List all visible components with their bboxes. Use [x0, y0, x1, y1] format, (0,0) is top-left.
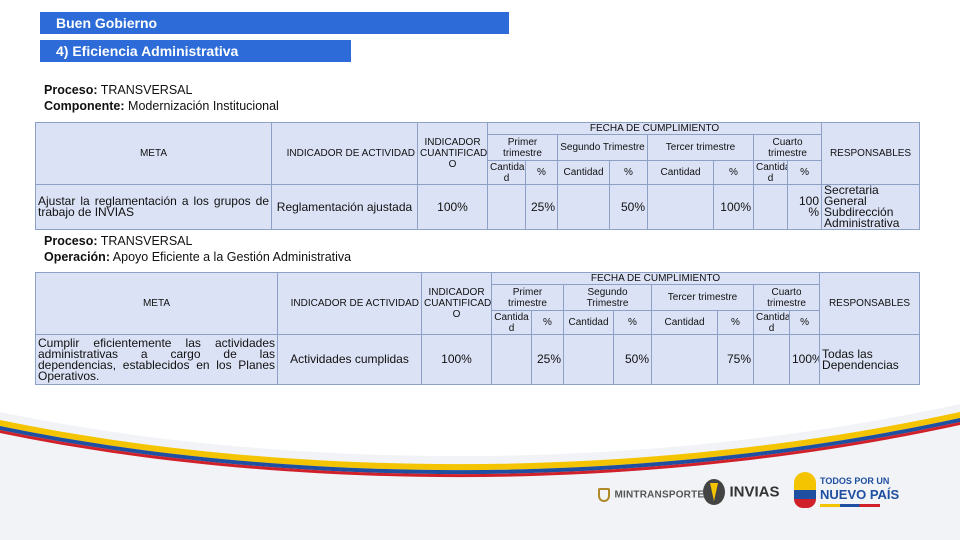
flag-swoosh [0, 404, 960, 540]
q3-cantidad-header: Cantidad [647, 160, 714, 185]
fecha-header: FECHA DE CUMPLIMIENTO [490, 272, 821, 285]
proceso-label: Proceso: [44, 83, 98, 97]
section2-proceso: Proceso: TRANSVERSAL [44, 233, 192, 249]
mintransporte-logo: MINTRANSPORTE [598, 486, 704, 504]
logo-underline [820, 504, 880, 507]
q1-pct-header: % [525, 160, 558, 185]
q2-pct-header: % [609, 160, 648, 185]
logo-line2: NUEVO PAÍS [820, 487, 900, 502]
segundo-trimestre-header: Segundo Trimestre [557, 134, 648, 161]
q3-pct-header: % [713, 160, 754, 185]
q3-pct-header: % [717, 310, 754, 335]
responsables-header: RESPONSABLES [819, 272, 921, 335]
table-row: Ajustar la reglamentación a los grupos d… [35, 184, 921, 230]
q4-pct-header: % [788, 310, 821, 335]
row-q2-pct: 50% [613, 334, 652, 385]
indicador-actividad-header: INDICADOR DE ACTIVIDAD [277, 272, 422, 335]
eficiencia-table-2: META INDICADOR DE ACTIVIDAD INDICADOR CU… [35, 272, 921, 385]
row-meta: Ajustar la reglamentación a los grupos d… [35, 184, 272, 230]
row-responsables: Secretaria General Subdirección Administ… [821, 184, 921, 230]
indicador-cuantificado-header: INDICADOR CUANTIFICAD O [421, 272, 492, 335]
row-cuantificado: 100% [421, 334, 492, 385]
proceso-value: TRANSVERSAL [100, 234, 193, 248]
row-indicador: Actividades cumplidas [277, 334, 422, 385]
proceso-value: TRANSVERSAL [100, 83, 193, 97]
row-q1-pct: 25% [525, 184, 558, 230]
row-q1-pct: 25% [531, 334, 564, 385]
operacion-label: Operación: [44, 250, 110, 264]
meta-header: META [35, 122, 272, 185]
invias-logo-text: INVIAS [729, 483, 780, 501]
shield-icon [598, 487, 610, 502]
header-subtitle-bar: 4) Eficiencia Administrativa [40, 40, 351, 62]
row-responsables: Todas las Dependencias [819, 334, 921, 385]
header-title: Buen Gobierno [56, 15, 158, 31]
section1-componente: Componente: Modernización Institucional [44, 98, 279, 114]
q3-cantidad-header: Cantidad [651, 310, 718, 335]
invias-emblem-icon [703, 479, 725, 505]
logo-line1: TODOS POR UN [820, 476, 890, 486]
row-indicador: Reglamentación ajustada [271, 184, 418, 230]
row-q2-pct: 50% [609, 184, 648, 230]
q4-cantidad-header: Cantida d [753, 310, 790, 335]
primer-trimestre-header: Primer trimestre [491, 284, 564, 311]
componente-value: Modernización Institucional [128, 99, 279, 113]
cuarto-trimestre-header: Cuarto trimestre [752, 284, 821, 311]
todos-por-un-nuevo-pais-logo: TODOS POR UN NUEVO PAÍS [794, 470, 914, 514]
section2-operacion: Operación: Apoyo Eficiente a la Gestión … [44, 249, 351, 265]
operacion-value: Apoyo Eficiente a la Gestión Administrat… [112, 250, 352, 264]
q4-cantidad-header: Cantida d [753, 160, 788, 185]
primer-trimestre-header: Primer trimestre [487, 134, 558, 161]
q1-cantidad-header: Cantida d [491, 310, 532, 335]
q4-pct-header: % [786, 160, 823, 185]
table1-grid: META INDICADOR DE ACTIVIDAD INDICADOR CU… [35, 122, 921, 230]
q2-cantidad-header: Cantidad [563, 310, 614, 335]
proceso-label: Proceso: [44, 234, 98, 248]
invias-logo: INVIAS [703, 479, 779, 509]
header-title-bar: Buen Gobierno [40, 12, 509, 34]
q1-cantidad-header: Cantida d [487, 160, 526, 185]
tercer-trimestre-header: Tercer trimestre [647, 134, 754, 161]
q2-pct-header: % [613, 310, 652, 335]
componente-label: Componente: [44, 99, 125, 113]
indicador-cuantificado-header: INDICADOR CUANTIFICAD O [417, 122, 488, 185]
row-q4-pct: 100 % [786, 184, 823, 230]
cuarto-trimestre-header: Cuarto trimestre [752, 134, 823, 161]
header-subtitle: 4) Eficiencia Administrativa [56, 43, 239, 59]
flag-bird-icon [794, 472, 816, 508]
q2-cantidad-header: Cantidad [557, 160, 610, 185]
section1-proceso: Proceso: TRANSVERSAL [44, 82, 192, 98]
mintransporte-logo-text: MINTRANSPORTE [614, 489, 705, 501]
table-row: Cumplir eficientemente las actividades a… [35, 334, 921, 385]
responsables-header: RESPONSABLES [821, 122, 921, 185]
q1-pct-header: % [531, 310, 564, 335]
fecha-header: FECHA DE CUMPLIMIENTO [486, 122, 823, 135]
row-meta: Cumplir eficientemente las actividades a… [35, 334, 278, 385]
tercer-trimestre-header: Tercer trimestre [651, 284, 754, 311]
row-q3-pct: 75% [717, 334, 754, 385]
indicador-actividad-header: INDICADOR DE ACTIVIDAD [271, 122, 418, 185]
row-cuantificado: 100% [417, 184, 488, 230]
row-q4-pct: 100% [788, 334, 821, 385]
row-q3-pct: 100% [713, 184, 754, 230]
segundo-trimestre-header: Segundo Trimestre [563, 284, 652, 311]
meta-header: META [35, 272, 278, 335]
